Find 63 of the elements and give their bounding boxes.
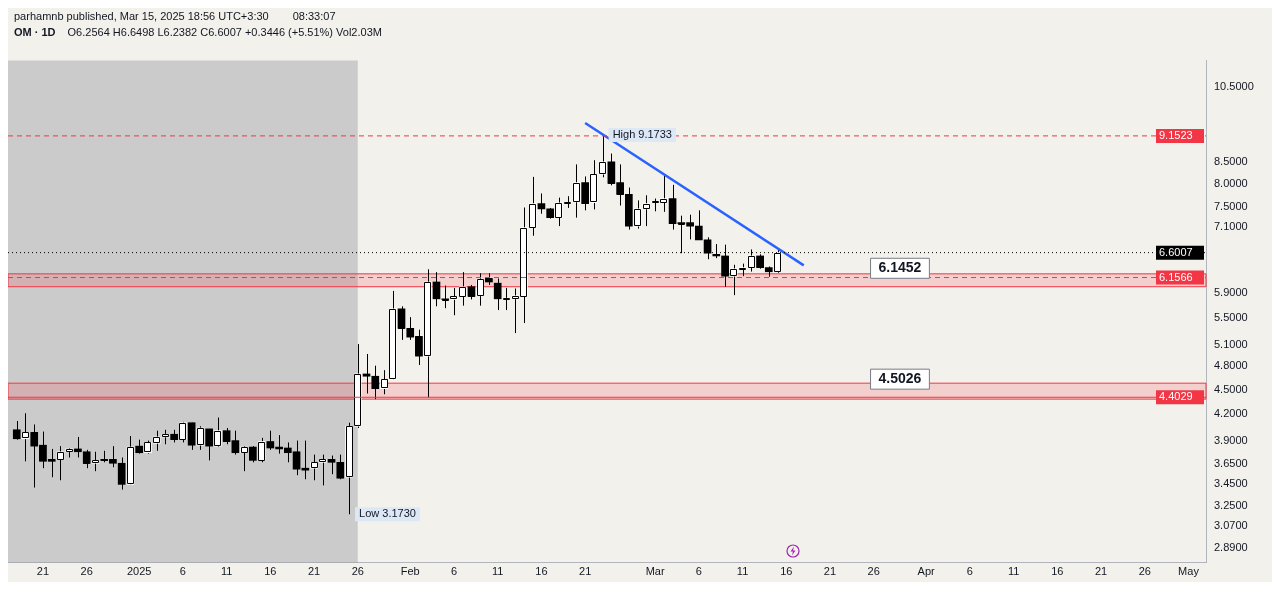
y-tick-label: 8.5000 [1214, 155, 1248, 168]
y-tick-label: 3.2500 [1214, 498, 1248, 511]
candlestick [537, 192, 546, 215]
annotation: High 9.1733 [612, 128, 672, 141]
x-tick-label: 26 [867, 565, 880, 578]
y-tick-label: 2.8900 [1214, 540, 1248, 553]
x-tick-label: 6 [179, 565, 186, 578]
candlestick [694, 209, 703, 241]
x-tick-label: Apr [917, 565, 936, 578]
candlestick [240, 445, 248, 472]
y-tick-label: 3.9000 [1214, 433, 1248, 446]
y-tick-label: 10.5000 [1214, 79, 1254, 92]
x-tick-label: 26 [351, 565, 364, 578]
x-tick-label: 16 [780, 565, 793, 578]
band-label: 6.1452 [878, 259, 922, 276]
x-tick-label: 16 [535, 565, 548, 578]
x-tick-label: 21 [1094, 565, 1108, 578]
x-tick-label: 21 [36, 565, 50, 578]
candlestick [275, 434, 283, 455]
x-tick-label: 26 [1138, 565, 1151, 578]
x-tick-label: 21 [307, 565, 321, 578]
y-tick-label: 7.1000 [1214, 219, 1248, 232]
x-tick-label: Feb [400, 565, 420, 578]
x-tick-label: 16 [264, 565, 277, 578]
x-tick-label: 6 [450, 565, 458, 578]
chart-subtitle: O6.2564 H6.6498 L6.2382 C6.6007 +0.3446 (+5.51%) Vol2.03M [67, 26, 382, 38]
band-label: 4.5026 [878, 370, 922, 387]
x-tick-label: 21 [823, 565, 837, 578]
chart-title: OM · 1D [14, 26, 56, 38]
y-tick-label: 3.4500 [1214, 477, 1248, 490]
ref-line-label: 9.1523 [1159, 128, 1193, 141]
y-tick-label: 3.6500 [1214, 457, 1248, 470]
x-tick-label: May [1178, 565, 1200, 578]
y-tick-label: 7.5000 [1214, 200, 1248, 213]
annotation: Low 3.1730 [359, 507, 416, 520]
candlestick [642, 194, 651, 227]
text: parhamnb published, Mar 15, 2025 18:56 UTC+3:30 [14, 10, 269, 22]
y-tick-label: 5.1000 [1214, 337, 1248, 350]
ref-line-label: 6.1566 [1159, 270, 1193, 283]
x-tick-label: 6 [695, 565, 702, 578]
x-tick-label: 6 [966, 565, 973, 578]
y-tick-label: 5.9000 [1214, 285, 1248, 298]
x-tick-label: 11 [491, 565, 504, 578]
x-tick-label: 2025 [126, 565, 152, 578]
x-tick-label: 26 [80, 565, 93, 578]
x-tick-label: 11 [1007, 565, 1020, 578]
candlestick [231, 430, 240, 456]
x-tick-label: 16 [1051, 565, 1064, 578]
ref-line-label: 4.4029 [1159, 390, 1193, 403]
x-tick-label: 11 [220, 565, 233, 578]
y-tick-label: 3.0700 [1214, 519, 1248, 532]
y-tick-label: 4.8000 [1214, 359, 1248, 372]
x-tick-label: 11 [736, 565, 749, 578]
y-tick-label: 4.5000 [1214, 382, 1248, 395]
y-tick-label: 4.2000 [1214, 407, 1248, 420]
ref-line-label: 6.6007 [1159, 245, 1193, 258]
x-tick-label: Mar [645, 565, 665, 578]
y-tick-label: 8.0000 [1214, 176, 1248, 189]
y-tick-label: 5.5000 [1214, 310, 1248, 323]
text: 08:33:07 [292, 10, 336, 22]
x-tick-label: 21 [579, 565, 592, 578]
candlestick [266, 430, 275, 451]
candlestick [187, 422, 196, 451]
